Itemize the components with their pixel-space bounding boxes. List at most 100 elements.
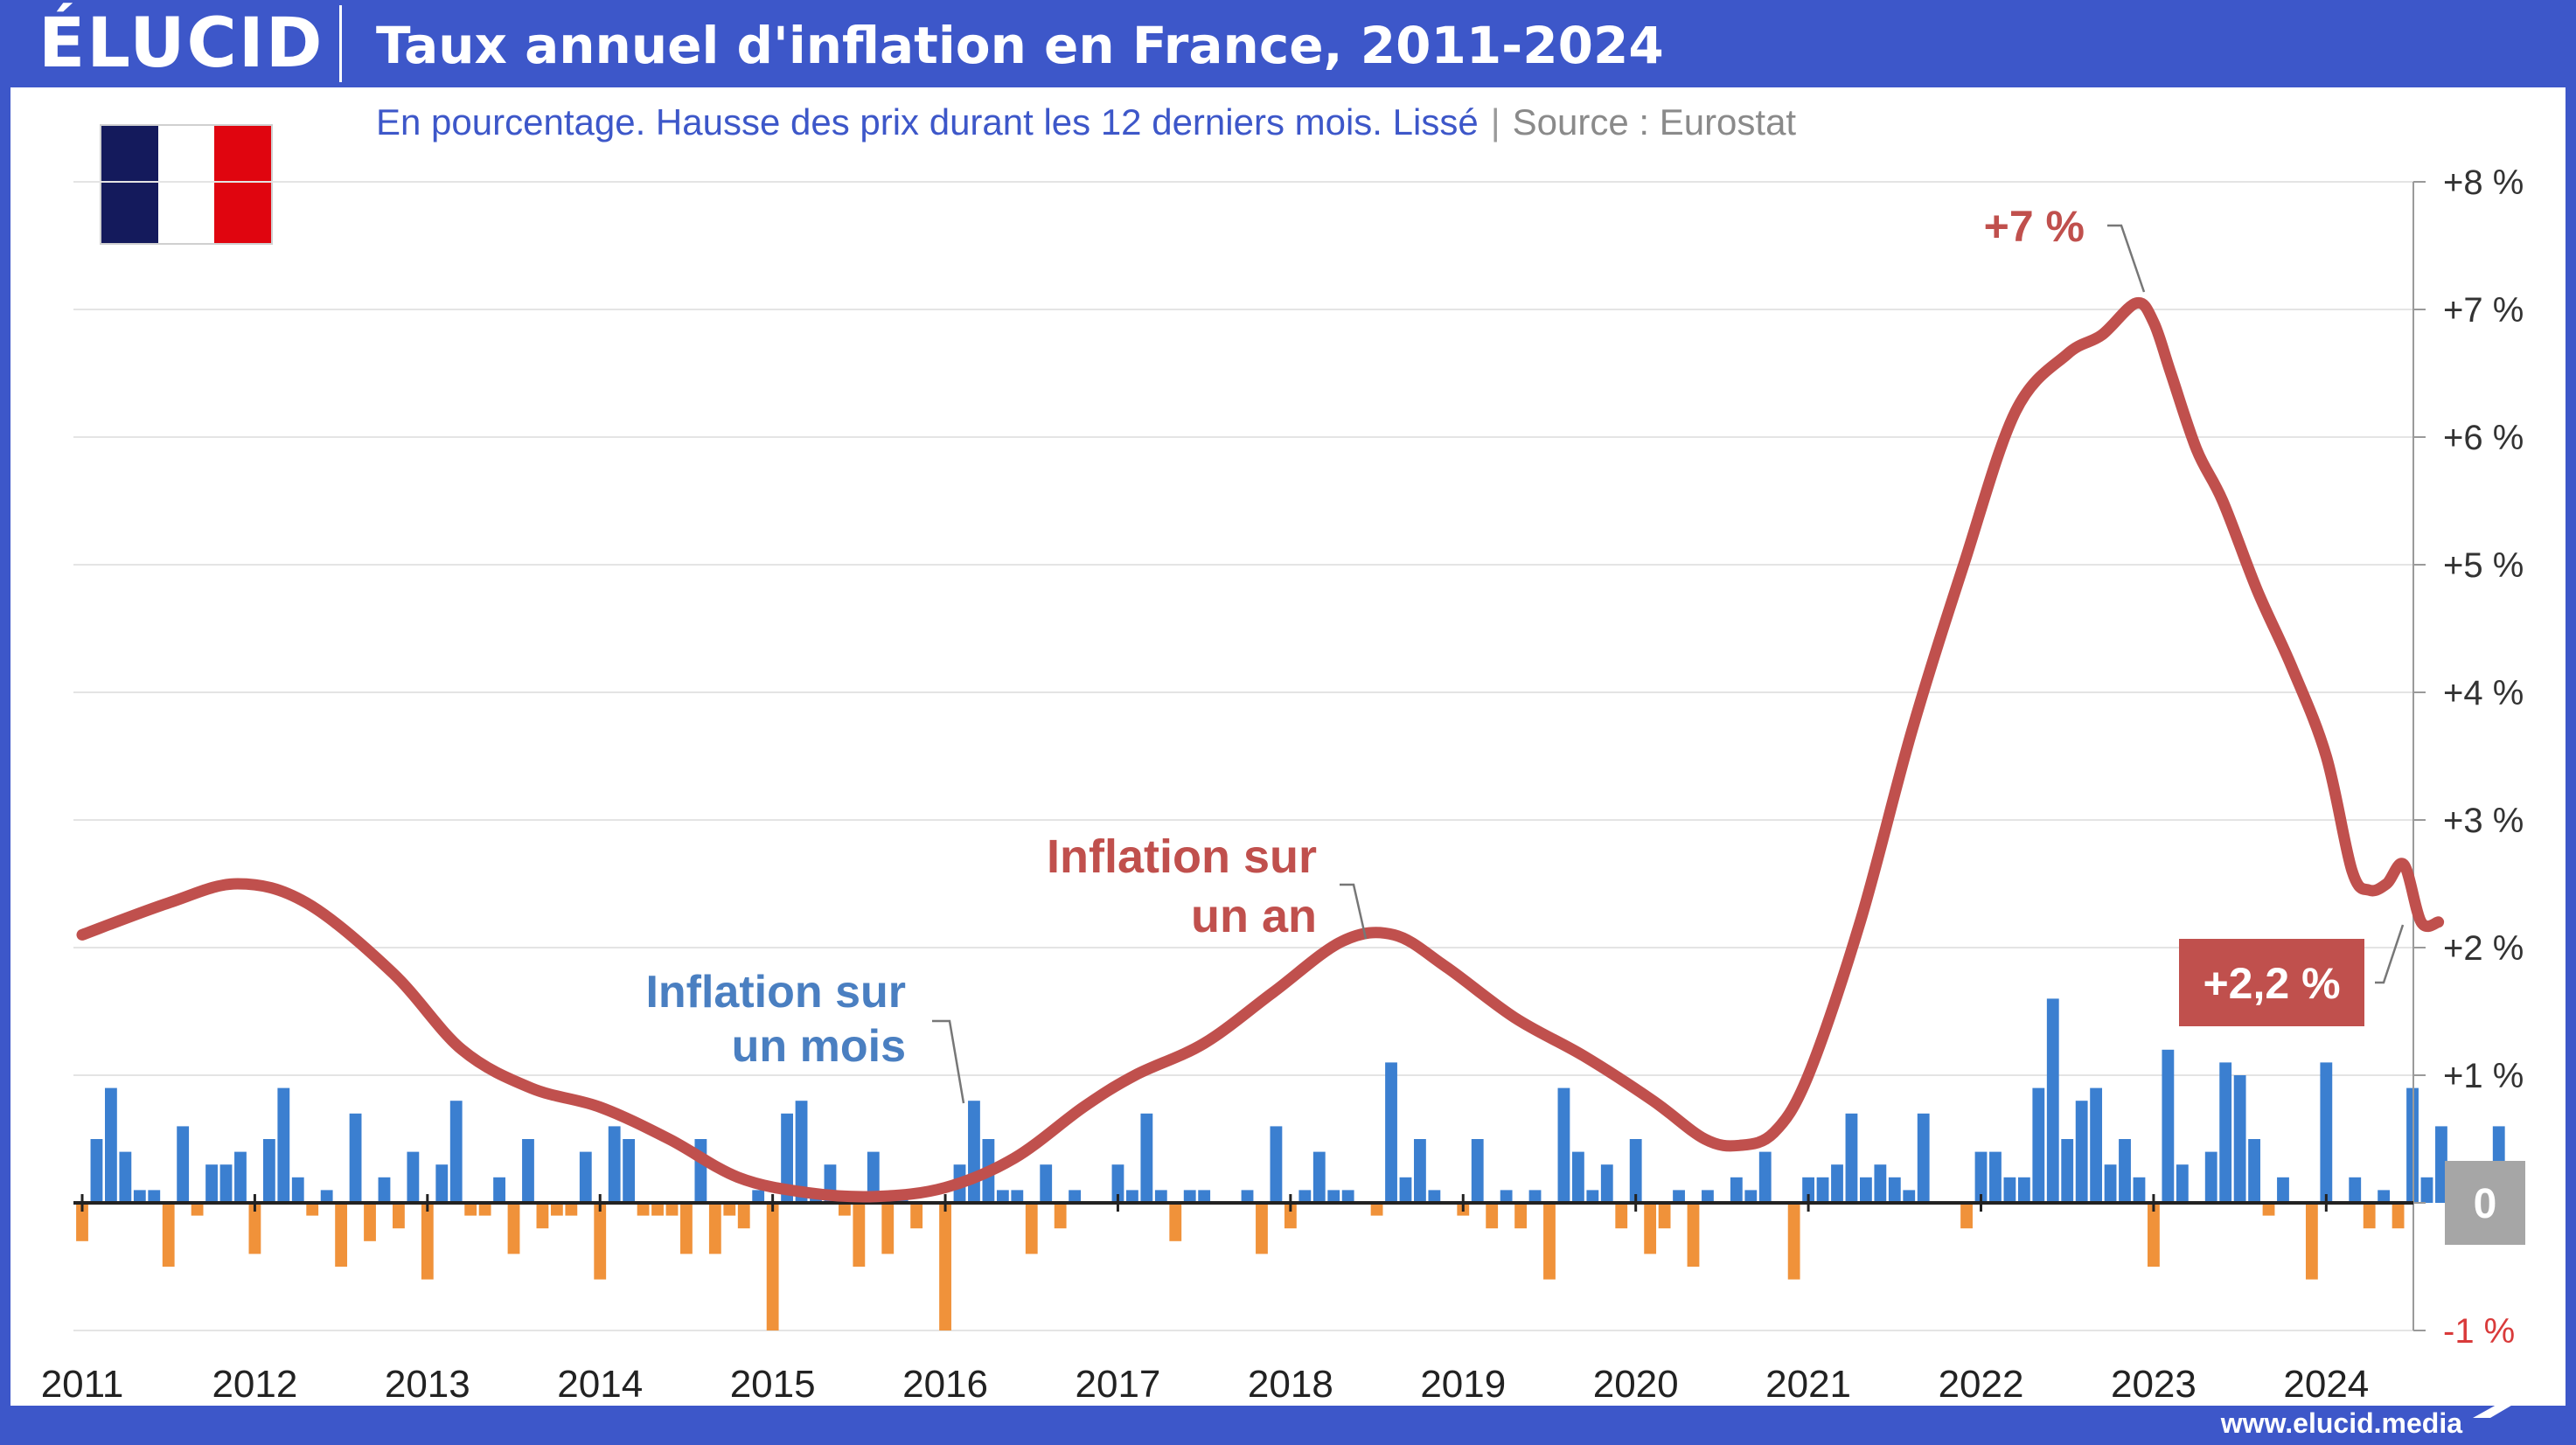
monthly-bar (2075, 1101, 2088, 1203)
monthly-bar (1702, 1190, 1714, 1203)
monthly-bars (76, 998, 2505, 1330)
monthly-bar (2392, 1203, 2405, 1229)
monthly-bar (1126, 1190, 1138, 1203)
monthly-bar (853, 1203, 866, 1267)
x-tick-label: 2024 (2283, 1363, 2369, 1406)
monthly-bar (2349, 1177, 2362, 1203)
y-tick-label: +2 % (2443, 929, 2524, 968)
monthly-bar (1831, 1164, 1843, 1203)
monthly-bar (536, 1203, 549, 1229)
monthly-bar (407, 1151, 420, 1203)
logo-divider (339, 5, 342, 82)
monthly-bar (2148, 1203, 2160, 1267)
monthly-bar (90, 1139, 103, 1203)
header: ÉLUCID Taux annuel d'inflation en France… (0, 0, 2576, 87)
monthly-bar (1586, 1190, 1599, 1203)
monthly-bar (291, 1177, 304, 1203)
chart-title: Taux annuel d'inflation en France, 2011-… (376, 16, 1664, 75)
monthly-bar (708, 1203, 721, 1254)
monthly-bar (2363, 1203, 2376, 1229)
monthly-bar (781, 1113, 794, 1203)
monthly-bar (1571, 1151, 1584, 1203)
monthly-bar (177, 1126, 190, 1203)
monthly-bar (1241, 1190, 1254, 1203)
monthly-bar (1183, 1190, 1196, 1203)
monthly-bar (478, 1203, 491, 1216)
monthly-bar (2277, 1177, 2289, 1203)
monthly-bar (335, 1203, 348, 1267)
monthly-bar (1802, 1177, 1815, 1203)
monthly-bar (262, 1139, 275, 1203)
website-url: www.elucid.media (2220, 1407, 2462, 1439)
latest-value-label: +2,2 % (2203, 959, 2340, 1008)
monthly-bar (1673, 1190, 1685, 1203)
monthly-bar (795, 1101, 808, 1203)
monthly-bar (1514, 1203, 1527, 1229)
monthly-bar (579, 1151, 592, 1203)
monthly-bar (651, 1203, 664, 1216)
annual-line-layer (76, 296, 2445, 1203)
monthly-bar (1414, 1139, 1426, 1203)
monthly-bar (2176, 1164, 2189, 1203)
monthly-bar (680, 1203, 693, 1254)
monthly-bar (723, 1203, 736, 1216)
monthly-bar (205, 1164, 218, 1203)
y-tick-label: +3 % (2443, 802, 2524, 840)
monthly-bar (1284, 1203, 1297, 1229)
monthly-bar (1198, 1190, 1211, 1203)
france-flag-icon (100, 124, 273, 245)
monthly-bar (119, 1151, 132, 1203)
monthly-bar (133, 1190, 146, 1203)
monthly-bar (2104, 1164, 2117, 1203)
monthly-bar (565, 1203, 578, 1216)
monthly-bar (1528, 1190, 1542, 1203)
monthly-bar (2133, 1177, 2146, 1203)
monthly-bar (1874, 1164, 1887, 1203)
monthly-bar (219, 1164, 233, 1203)
monthly-bar (1298, 1190, 1312, 1203)
monthly-bar (1687, 1203, 1700, 1267)
x-tick-label: 2013 (385, 1363, 470, 1406)
monthly-bar (76, 1203, 88, 1241)
x-tick-label: 2012 (212, 1363, 297, 1406)
latest-label-leader (2375, 924, 2405, 984)
monthly-bar (1557, 1087, 1570, 1203)
elucid-logo: ÉLUCID (38, 4, 324, 83)
monthly-series-label: un mois (732, 1021, 906, 1072)
monthly-bar (550, 1203, 563, 1216)
monthly-bar (162, 1203, 175, 1267)
monthly-bar (1787, 1203, 1800, 1280)
annual-series-label: Inflation sur (1047, 830, 1317, 883)
monthly-bar (1658, 1203, 1671, 1229)
monthly-bar (248, 1203, 261, 1254)
monthly-bar (1615, 1203, 1628, 1229)
monthly-bar (2204, 1151, 2217, 1203)
monthly-bar (1859, 1177, 1872, 1203)
monthly-bar (1845, 1113, 1858, 1203)
monthly-bar (349, 1113, 362, 1203)
monthly-bar (1069, 1190, 1082, 1203)
monthly-bar (881, 1203, 895, 1254)
monthly-bar (1644, 1203, 1657, 1254)
monthly-bar (1270, 1126, 1283, 1203)
monthly-bar (320, 1190, 333, 1203)
monthly-bar (2248, 1139, 2260, 1203)
monthly-bar (2090, 1087, 2103, 1203)
grid-lines (73, 181, 2413, 1331)
axes: -1 % +1 % +2 % +3 % +4 % +5 % +6 % +7 % +8 % 0 201… (41, 163, 2525, 1406)
monthly-bar (2032, 1087, 2045, 1203)
chart-subtitle: En pourcentage. Hausse des prix durant l… (376, 94, 1796, 150)
monthly-bar (2435, 1126, 2447, 1203)
monthly-bar (2233, 1075, 2246, 1203)
annual-label-leader (1340, 883, 1368, 940)
y-tick-label: +6 % (2443, 419, 2524, 457)
monthly-bar (1758, 1151, 1772, 1203)
peak-label-leader (2107, 224, 2146, 293)
zero-badge-label: 0 (2474, 1181, 2497, 1227)
y-tick-label: +7 % (2443, 291, 2524, 330)
monthly-bar (1370, 1203, 1383, 1216)
monthly-bar (104, 1087, 117, 1203)
monthly-bar (1327, 1190, 1340, 1203)
